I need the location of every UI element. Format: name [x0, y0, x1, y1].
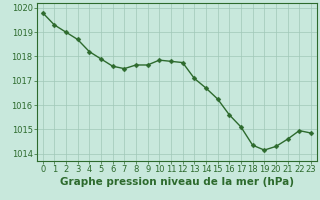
- X-axis label: Graphe pression niveau de la mer (hPa): Graphe pression niveau de la mer (hPa): [60, 177, 294, 187]
